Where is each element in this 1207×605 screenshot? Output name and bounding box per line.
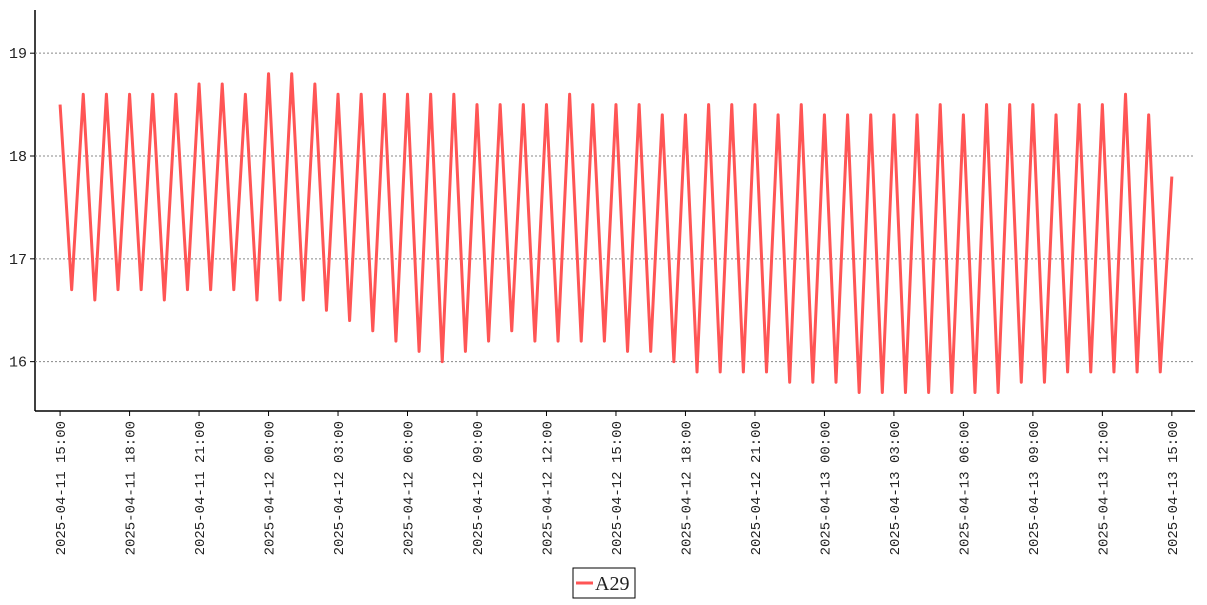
x-tick-label: 2025-04-13 00:00	[818, 421, 834, 555]
x-tick-label: 2025-04-13 09:00	[1027, 421, 1043, 555]
x-tick-label: 2025-04-13 12:00	[1096, 421, 1112, 555]
x-tick-label: 2025-04-12 18:00	[679, 421, 695, 555]
x-tick-label: 2025-04-11 21:00	[193, 421, 209, 555]
legend-label: A29	[595, 573, 629, 595]
y-tick-label: 19	[9, 46, 27, 63]
y-tick-label: 18	[9, 149, 27, 166]
x-tick-label: 2025-04-13 06:00	[957, 421, 973, 555]
x-tick-label: 2025-04-12 21:00	[749, 421, 765, 555]
x-tick-label: 2025-04-13 03:00	[888, 421, 904, 555]
x-tick-label: 2025-04-12 09:00	[471, 421, 487, 555]
x-tick-label: 2025-04-12 15:00	[610, 421, 626, 555]
data-line	[58, 72, 1174, 394]
x-tick-label: 2025-04-12 12:00	[540, 421, 556, 555]
x-tick-label: 2025-04-11 18:00	[124, 421, 140, 555]
x-tick-label: 2025-04-12 06:00	[402, 421, 418, 555]
y-tick-label: 17	[9, 252, 27, 269]
y-tick-label: 16	[9, 355, 27, 372]
x-tick-label: 2025-04-12 03:00	[332, 421, 348, 555]
x-tick-label: 2025-04-12 00:00	[263, 421, 279, 555]
x-tick-label: 2025-04-13 15:00	[1166, 421, 1182, 555]
x-tick-label: 2025-04-11 15:00	[54, 421, 70, 555]
